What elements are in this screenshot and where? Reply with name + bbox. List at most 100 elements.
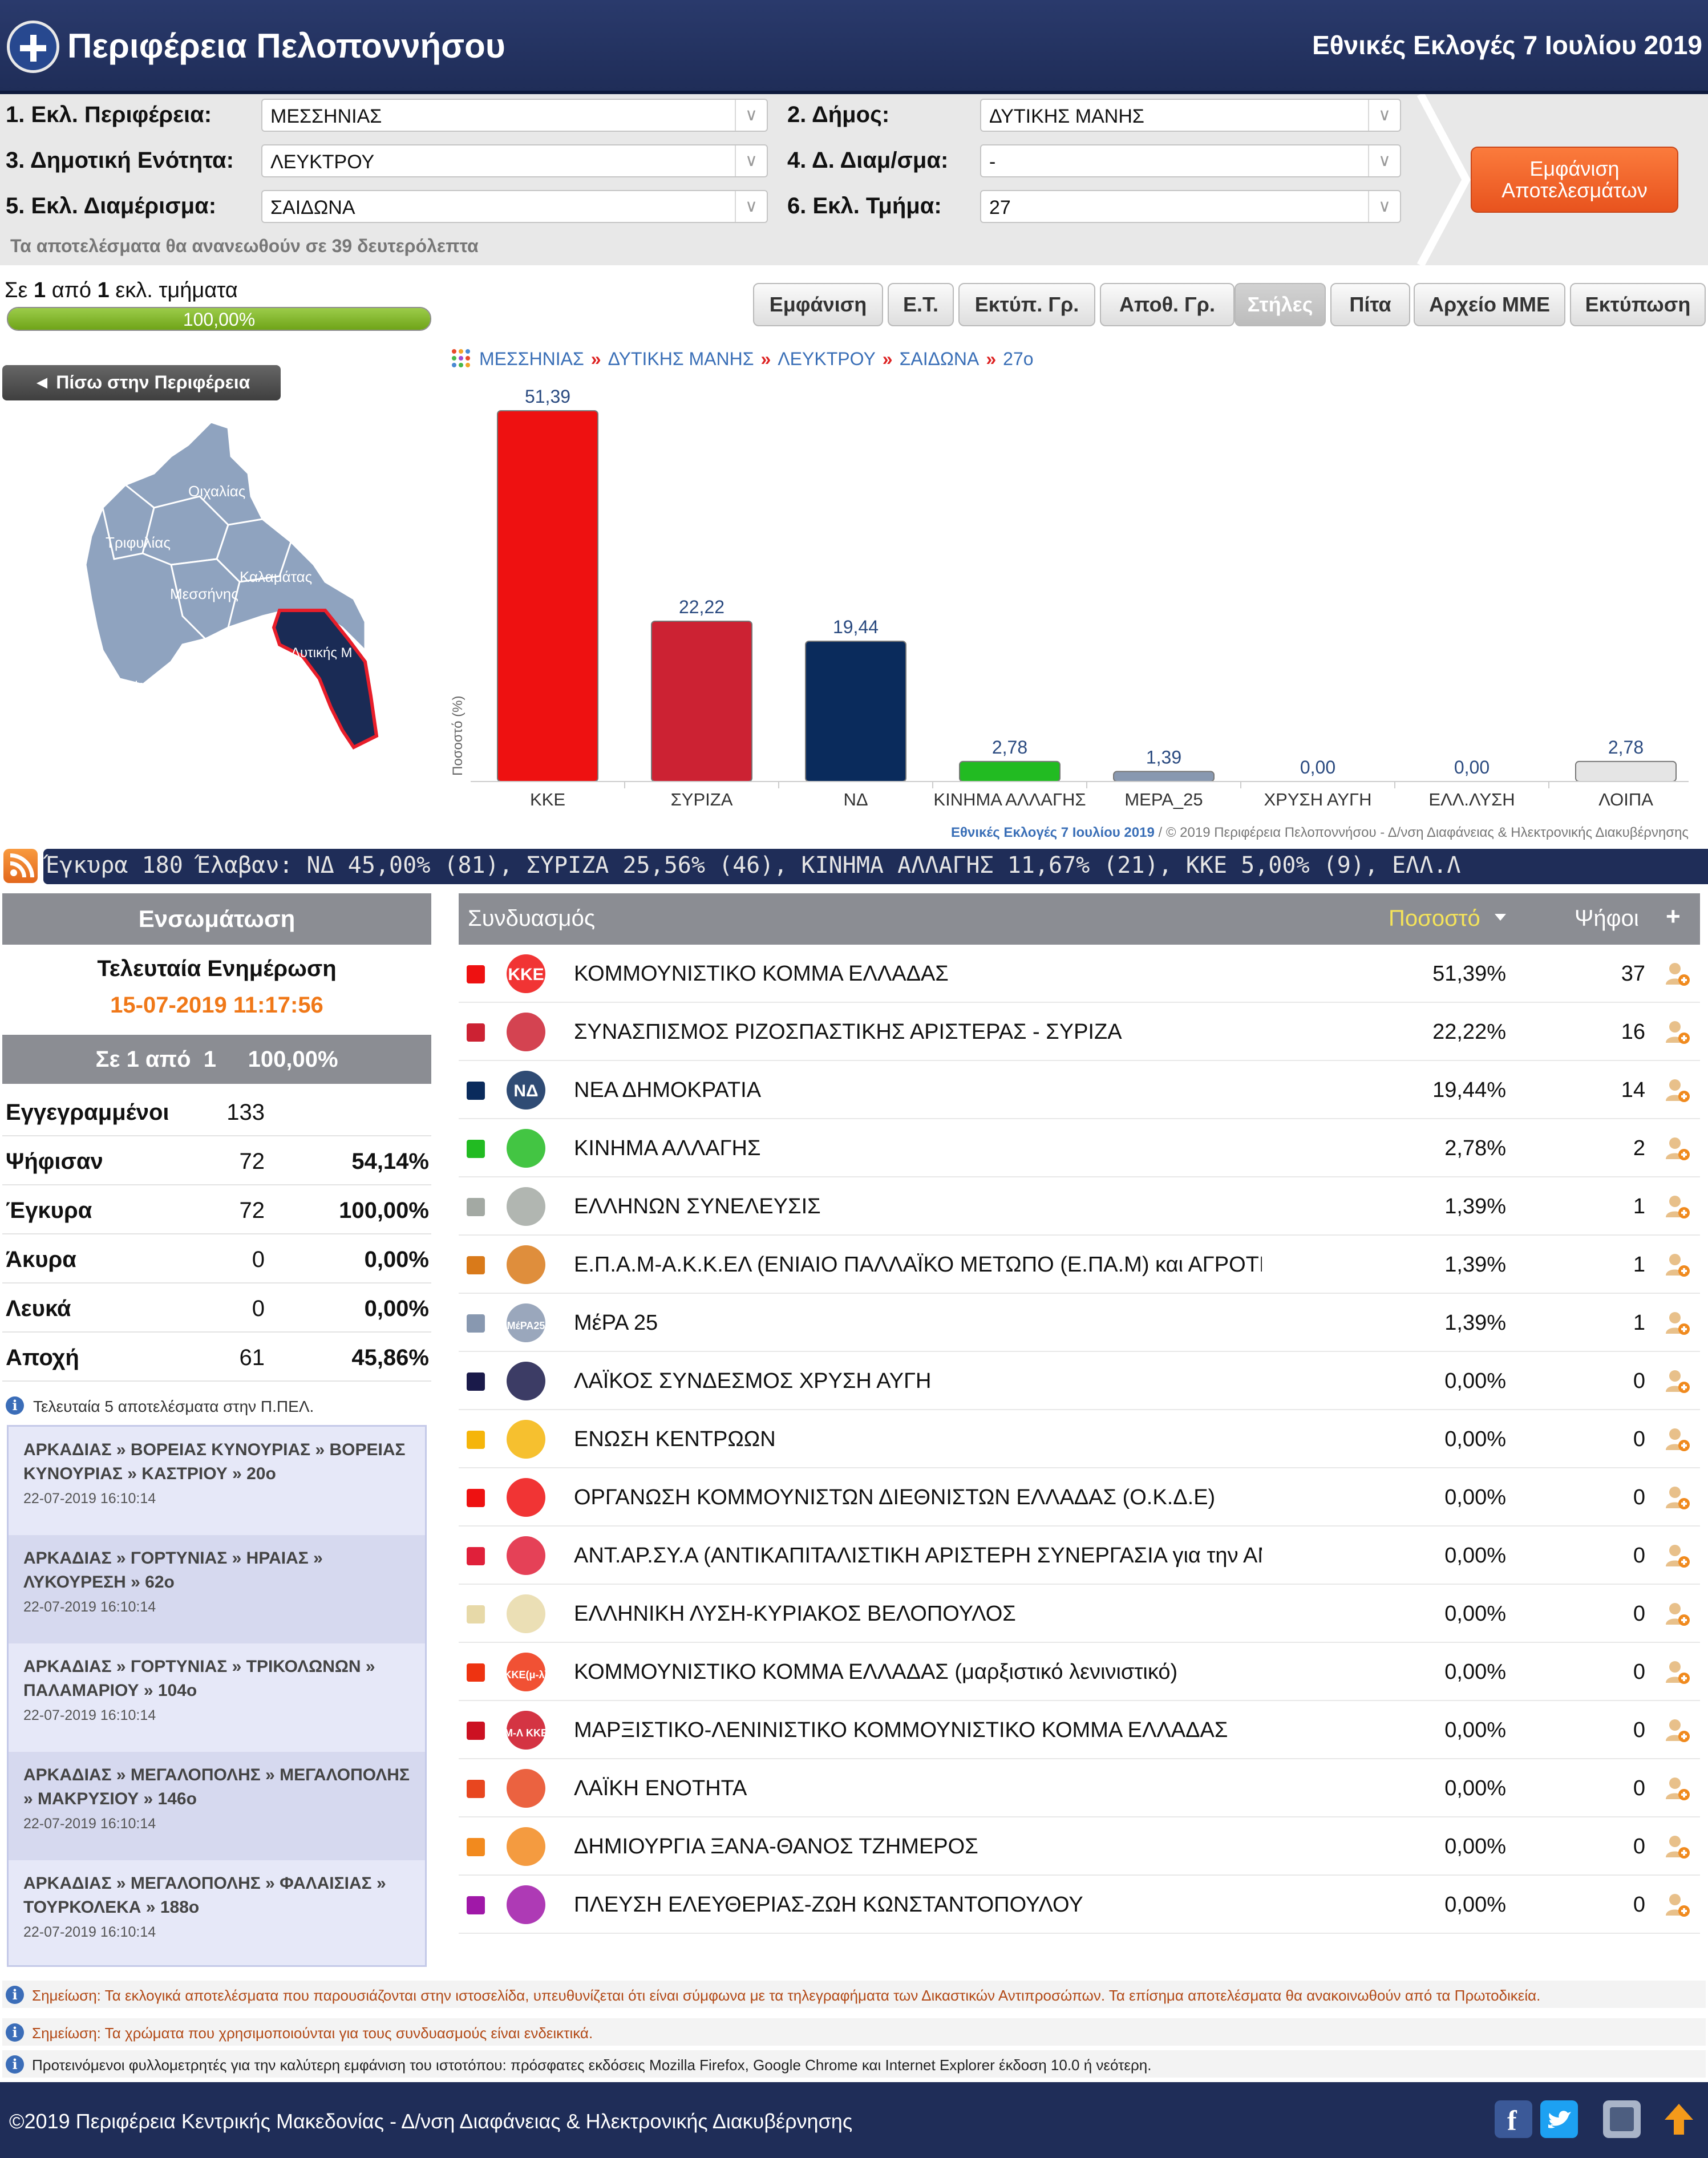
municipal-unit-select[interactable]: ΛΕΥΚΤΡΟΥ ∨ bbox=[261, 144, 768, 177]
candidates-icon[interactable] bbox=[1662, 1367, 1692, 1396]
party-row[interactable]: ΕΛΛΗΝΩΝ ΣΥΝΕΛΕΥΣΙΣ 1,39% 1 bbox=[459, 1177, 1700, 1236]
candidates-icon[interactable] bbox=[1662, 1076, 1692, 1106]
breadcrumb-region[interactable]: ΜΕΣΣΗΝΙΑΣ bbox=[479, 349, 584, 369]
recent-result-item[interactable]: ΑΡΚΑΔΙΑΣ » ΜΕΓΑΛΟΠΟΛΗΣ » ΜΕΓΑΛΟΠΟΛΗΣ » Μ… bbox=[9, 1752, 425, 1860]
recent-result-item[interactable]: ΑΡΚΑΔΙΑΣ » ΓΟΡΤΥΝΙΑΣ » ΗΡΑΙΑΣ » ΛΥΚΟΥΡΕΣ… bbox=[9, 1535, 425, 1643]
chart-bar[interactable] bbox=[959, 760, 1061, 783]
expand-columns-button[interactable]: + bbox=[1666, 902, 1681, 930]
party-color-swatch bbox=[467, 1082, 485, 1100]
party-row[interactable]: ΑΝΤ.ΑΡ.ΣΥ.Α (ΑΝΤΙΚΑΠΙΤΑΛΙΣΤΙΚΗ ΑΡΙΣΤΕΡΗ … bbox=[459, 1527, 1700, 1585]
party-color-swatch bbox=[467, 1372, 485, 1391]
party-row[interactable]: ΝΔ ΝΕΑ ΔΗΜΟΚΡΑΤΙΑ 19,44% 14 bbox=[459, 1061, 1700, 1119]
map-label-kalamatas: Καλαμάτας bbox=[240, 568, 312, 585]
facebook-icon[interactable]: f bbox=[1495, 2100, 1532, 2138]
party-name: ΚΙΝΗΜΑ ΑΛΛΑΓΗΣ bbox=[574, 1136, 761, 1160]
party-color-swatch bbox=[467, 965, 485, 983]
party-votes: 0 bbox=[1633, 1776, 1645, 1800]
polling-station-select[interactable]: 27 ∨ bbox=[980, 190, 1401, 223]
candidates-icon[interactable] bbox=[1662, 1309, 1692, 1338]
breadcrumb-district[interactable]: ΣΑΙΔΩΝΑ bbox=[899, 349, 980, 369]
candidates-icon[interactable] bbox=[1662, 1018, 1692, 1047]
book-icon[interactable] bbox=[1603, 2100, 1641, 2138]
recent-result-item[interactable]: ΑΡΚΑΔΙΑΣ » ΓΟΡΤΥΝΙΑΣ » ΤΡΙΚΟΛΩΝΩΝ » ΠΑΛΑ… bbox=[23, 1657, 375, 1723]
twitter-icon[interactable] bbox=[1540, 2100, 1578, 2138]
candidates-icon[interactable] bbox=[1662, 1774, 1692, 1804]
chart-bar[interactable] bbox=[1113, 771, 1215, 783]
party-row[interactable]: KKE ΚΟΜΜΟΥΝΙΣΤΙΚΟ ΚΟΜΜΑ ΕΛΛΑΔΑΣ 51,39% 37 bbox=[459, 945, 1700, 1003]
party-percent: 2,78% bbox=[1444, 1136, 1506, 1160]
candidates-icon[interactable] bbox=[1662, 1832, 1692, 1862]
party-row[interactable]: ΣΥΝΑΣΠΙΣΜΟΣ ΡΙΖΟΣΠΑΣΤΙΚΗΣ ΑΡΙΣΤΕΡΑΣ - ΣΥ… bbox=[459, 1003, 1700, 1061]
municipality-select[interactable]: ΔΥΤΙΚΗΣ ΜΑΝΗΣ ∨ bbox=[980, 99, 1401, 132]
region-select[interactable]: ΜΕΣΣΗΝΙΑΣ ∨ bbox=[261, 99, 768, 132]
column-header-votes[interactable]: Ψήφοι bbox=[1575, 906, 1639, 931]
toolbar-print-chart-button[interactable]: Εκτύπ. Γρ. bbox=[958, 283, 1095, 326]
footer-copyright: ©2019 Περιφέρεια Κεντρικής Μακεδονίας - … bbox=[9, 2110, 853, 2133]
column-header-party[interactable]: Συνδυασμός bbox=[468, 906, 596, 931]
toolbar-columns-button[interactable]: Στήλες bbox=[1235, 283, 1326, 326]
chart-bar[interactable] bbox=[1575, 760, 1677, 783]
candidates-icon[interactable] bbox=[1662, 1658, 1692, 1687]
candidates-icon[interactable] bbox=[1662, 1250, 1692, 1280]
recent-result-item[interactable]: ΑΡΚΑΔΙΑΣ » ΜΕΓΑΛΟΠΟΛΗΣ » ΦΑΛΑΙΣΙΑΣ » ΤΟΥ… bbox=[23, 1874, 386, 1940]
party-row[interactable]: ΛΑΪΚΟΣ ΣΥΝΔΕΣΜΟΣ ΧΡΥΣΗ ΑΥΓΗ 0,00% 0 bbox=[459, 1352, 1700, 1410]
column-header-percent[interactable]: Ποσοστό bbox=[1389, 906, 1480, 931]
candidates-icon[interactable] bbox=[1662, 1192, 1692, 1222]
party-row[interactable]: ΕΝΩΣΗ ΚΕΝΤΡΩΩΝ 0,00% 0 bbox=[459, 1410, 1700, 1468]
party-color-swatch bbox=[467, 1838, 485, 1856]
candidates-icon[interactable] bbox=[1662, 1716, 1692, 1746]
dytikis-manis-map-shape[interactable] bbox=[272, 609, 379, 750]
electoral-district-select[interactable]: ΣΑΙΔΩΝΑ ∨ bbox=[261, 190, 768, 223]
party-row[interactable]: Ε.Π.Α.Μ-Α.Κ.Κ.ΕΛ (ΕΝΙΑΙΟ ΠΑΛΛΑΪΚΟ ΜΕΤΩΠΟ… bbox=[459, 1236, 1700, 1294]
party-color-swatch bbox=[467, 1722, 485, 1740]
party-row[interactable]: ΛΑΪΚΗ ΕΝΟΤΗΤΑ 0,00% 0 bbox=[459, 1759, 1700, 1817]
toolbar-pie-button[interactable]: Πίτα bbox=[1330, 283, 1410, 326]
party-row[interactable]: ΜέΡΑ25 ΜέΡΑ 25 1,39% 1 bbox=[459, 1294, 1700, 1352]
candidates-icon[interactable] bbox=[1662, 1425, 1692, 1455]
kinal-logo bbox=[501, 1125, 551, 1172]
chart-bar[interactable] bbox=[497, 410, 598, 782]
xa-logo bbox=[501, 1358, 551, 1404]
party-row[interactable]: ΕΛΛΗΝΙΚΗ ΛΥΣΗ-ΚΥΡΙΑΚΟΣ ΒΕΛΟΠΟΥΛΟΣ 0,00% 0 bbox=[459, 1585, 1700, 1643]
breadcrumb-municipal-unit[interactable]: ΛΕΥΚΤΡΟΥ bbox=[778, 349, 876, 369]
party-color-swatch bbox=[467, 1140, 485, 1158]
party-percent: 22,22% bbox=[1432, 1020, 1506, 1044]
party-votes: 0 bbox=[1633, 1427, 1645, 1451]
candidates-icon[interactable] bbox=[1662, 1890, 1692, 1920]
party-row[interactable]: ΚΙΝΗΜΑ ΑΛΛΑΓΗΣ 2,78% 2 bbox=[459, 1119, 1700, 1177]
candidates-icon[interactable] bbox=[1662, 1134, 1692, 1164]
chevron-down-icon: ∨ bbox=[735, 100, 767, 131]
candidates-icon[interactable] bbox=[1662, 1483, 1692, 1513]
toolbar-save-chart-button[interactable]: Αποθ. Γρ. bbox=[1100, 283, 1235, 326]
rss-icon[interactable] bbox=[3, 849, 38, 883]
party-row[interactable]: ΔΗΜΙΟΥΡΓΙΑ ΞΑΝΑ-ΘΑΝΟΣ ΤΖΗΜΕΡΟΣ 0,00% 0 bbox=[459, 1817, 1700, 1876]
party-row[interactable]: ΠΛΕΥΣΗ ΕΛΕΥΘΕΡΙΑΣ-ΖΩΗ ΚΩΝΣΤΑΝΤΟΠΟΥΛΟΥ 0,0… bbox=[459, 1876, 1700, 1934]
toolbar-show-button[interactable]: Εμφάνιση bbox=[753, 283, 883, 326]
candidates-icon[interactable] bbox=[1662, 959, 1692, 989]
party-votes: 0 bbox=[1633, 1660, 1645, 1684]
chart-bar[interactable] bbox=[805, 641, 906, 783]
toolbar-media-archive-button[interactable]: Αρχείο ΜΜΕ bbox=[1414, 283, 1565, 326]
show-results-button[interactable]: Εμφάνιση Αποτελεσμάτων bbox=[1471, 147, 1678, 213]
party-row[interactable]: ΚΚΕ(μ-λ) ΚΟΜΜΟΥΝΙΣΤΙΚΟ ΚΟΜΜΑ ΕΛΛΑΔΑΣ (μαρ… bbox=[459, 1643, 1700, 1701]
candidates-icon[interactable] bbox=[1662, 1600, 1692, 1629]
recent-result-item[interactable]: ΑΡΚΑΔΙΑΣ » ΒΟΡΕΙΑΣ ΚΥΝΟΥΡΙΑΣ » ΒΟΡΕΙΑΣ Κ… bbox=[23, 1440, 406, 1507]
chart-value-label: 1,39 bbox=[1146, 747, 1181, 767]
scroll-to-top-icon[interactable] bbox=[1660, 2100, 1698, 2138]
party-votes: 0 bbox=[1633, 1602, 1645, 1626]
election-title: Εθνικές Εκλογές 7 Ιουλίου 2019 bbox=[1312, 30, 1702, 60]
breadcrumb-station[interactable]: 27ο bbox=[1003, 349, 1034, 369]
back-to-region-button[interactable]: ◄ Πίσω στην Περιφέρεια bbox=[2, 365, 281, 400]
toolbar-et-button[interactable]: Ε.Τ. bbox=[888, 283, 954, 326]
party-row[interactable]: ΟΡΓΑΝΩΣΗ ΚΟΜΜΟΥΝΙΣΤΩΝ ΔΙΕΘΝΙΣΤΩΝ ΕΛΛΑΔΑΣ… bbox=[459, 1468, 1700, 1527]
refresh-countdown: Τα αποτελέσματα θα ανανεωθούν σε 39 δευτ… bbox=[10, 236, 479, 256]
candidates-icon[interactable] bbox=[1662, 1541, 1692, 1571]
recent-results-heading: i Τελευταία 5 αποτελέσματα στην Π.ΠΕΛ. bbox=[2, 1392, 431, 1420]
party-row[interactable]: Μ-Λ ΚΚΕ ΜΑΡΞΙΣΤΙΚΟ-ΛΕΝΙΝΙΣΤΙΚΟ ΚΟΜΜΟΥΝΙΣΤ… bbox=[459, 1701, 1700, 1759]
district-select[interactable]: - ∨ bbox=[980, 144, 1401, 177]
region-map[interactable]: Οιχαλίας Τριφυλίας Καλαμάτας Μεσσήνης Δυ… bbox=[57, 411, 411, 764]
chart-bar[interactable] bbox=[651, 620, 752, 782]
breadcrumb-municipality[interactable]: ΔΥΤΙΚΗΣ ΜΑΝΗΣ bbox=[608, 349, 754, 369]
filter-label-municipal-unit: 3. Δημοτική Ενότητα: bbox=[6, 148, 234, 173]
toolbar-print-button[interactable]: Εκτύπωση bbox=[1570, 283, 1706, 326]
